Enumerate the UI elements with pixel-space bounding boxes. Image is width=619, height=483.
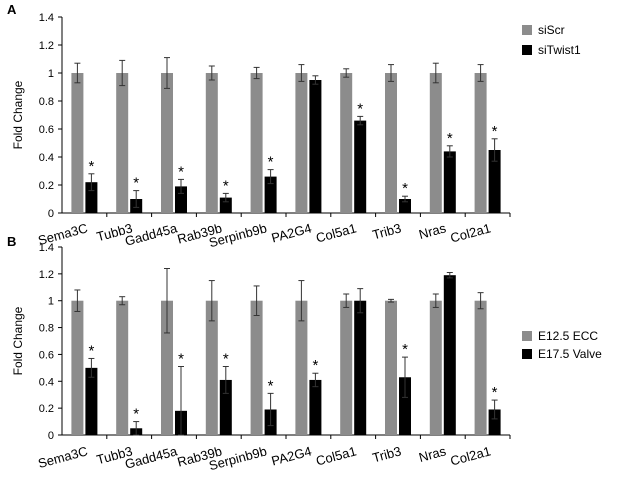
bar-e12-5-ecc <box>250 300 263 435</box>
significance-star: * <box>492 384 498 401</box>
bar-sitwist1 <box>264 176 277 213</box>
category-label: Col5a1 <box>314 443 358 468</box>
legend-label: E12.5 ECC <box>538 329 598 343</box>
bar-e17-5-valve <box>488 409 501 435</box>
bar-e17-5-valve <box>85 367 98 435</box>
bar-e12-5-ecc <box>205 300 218 435</box>
legend-swatch <box>522 25 532 35</box>
bar-e17-5-valve <box>399 377 411 435</box>
significance-star: * <box>88 158 94 175</box>
category-label: Col2a1 <box>449 443 493 468</box>
legend-label: siScr <box>538 23 565 37</box>
bar-e12-5-ecc <box>474 300 487 435</box>
significance-star: * <box>268 377 274 394</box>
bar-e17-5-valve <box>309 379 322 435</box>
y-tick-label: 0 <box>48 208 54 220</box>
bar-sitwist1 <box>309 80 322 213</box>
category-label: Trib3 <box>371 443 403 465</box>
category-label: PA2G4 <box>270 443 313 468</box>
bar-siscr <box>429 73 442 213</box>
y-tick-label: 0.2 <box>39 403 54 415</box>
y-tick-label: 1 <box>48 296 54 308</box>
significance-star: * <box>133 406 139 423</box>
bar-sitwist1 <box>399 199 411 213</box>
bar-siscr <box>205 73 218 213</box>
significance-star: * <box>268 154 274 171</box>
category-label: Sema3C <box>36 443 89 471</box>
y-tick-label: 0.6 <box>39 349 54 361</box>
bar-sitwist1 <box>443 151 456 213</box>
significance-star: * <box>178 163 184 180</box>
bar-e17-5-valve <box>354 300 367 435</box>
significance-star: * <box>447 130 453 147</box>
y-tick-label: 1.4 <box>39 242 54 254</box>
bar-siscr <box>250 73 263 213</box>
y-tick-label: 0.4 <box>39 152 54 164</box>
bar-siscr <box>161 73 173 213</box>
chart-panel-b: B Fold Change 0 0.2 0.4 0.6 0.8 1 1.2 1.4 * Sema3C *… <box>7 234 602 473</box>
y-tick-label: 0.4 <box>39 376 54 388</box>
y-tick-label: 1.2 <box>39 269 54 281</box>
legend-label: siTwist1 <box>538 43 581 57</box>
category-label: Trib3 <box>371 220 403 242</box>
significance-star: * <box>402 341 408 358</box>
bar-e12-5-ecc <box>385 300 397 435</box>
significance-star: * <box>133 175 139 192</box>
category-label: PA2G4 <box>270 220 313 245</box>
y-tick-label: 0.6 <box>39 124 54 136</box>
y-tick-label: 1.4 <box>39 12 54 24</box>
significance-star: * <box>223 177 229 194</box>
significance-star: * <box>223 351 229 368</box>
significance-star: * <box>88 342 94 359</box>
y-axis-title: Fold Change <box>11 306 25 375</box>
category-label: Gadd45a <box>123 443 179 472</box>
bar-e17-5-valve <box>443 275 456 435</box>
bar-siscr <box>385 73 397 213</box>
significance-star: * <box>492 123 498 140</box>
bar-sitwist1 <box>85 182 98 213</box>
significance-star: * <box>357 100 363 117</box>
y-axis-title: Fold Change <box>11 80 25 149</box>
y-tick-label: 0.8 <box>39 323 54 335</box>
panel-label: A <box>7 2 17 17</box>
y-tick-label: 1.2 <box>39 40 54 52</box>
bar-e12-5-ecc <box>71 300 84 435</box>
significance-star: * <box>178 351 184 368</box>
bar-sitwist1 <box>354 120 367 213</box>
category-label: Gadd45a <box>123 220 179 249</box>
bar-e12-5-ecc <box>340 300 353 435</box>
y-tick-label: 1 <box>48 68 54 80</box>
bar-e12-5-ecc <box>429 300 442 435</box>
bar-siscr <box>116 73 129 213</box>
category-label: Col5a1 <box>314 220 358 245</box>
category-label: Nras <box>417 220 448 242</box>
bar-sitwist1 <box>488 150 501 213</box>
legend-swatch <box>522 45 532 55</box>
legend-label: E17.5 Valve <box>538 347 602 361</box>
y-tick-label: 0.2 <box>39 180 54 192</box>
bar-siscr <box>295 73 308 213</box>
significance-star: * <box>312 357 318 374</box>
panel-label: B <box>7 234 16 249</box>
y-tick-label: 0 <box>48 430 54 442</box>
category-label: Col2a1 <box>449 220 493 245</box>
bar-e12-5-ecc <box>161 300 173 435</box>
legend-swatch <box>522 331 532 341</box>
significance-star: * <box>402 180 408 197</box>
bar-siscr <box>340 73 353 213</box>
bar-siscr <box>71 73 84 213</box>
y-tick-label: 0.8 <box>39 96 54 108</box>
bar-siscr <box>474 73 487 213</box>
legend-swatch <box>522 349 532 359</box>
bar-e12-5-ecc <box>295 300 308 435</box>
category-label: Nras <box>417 443 448 465</box>
bar-e12-5-ecc <box>116 300 129 435</box>
